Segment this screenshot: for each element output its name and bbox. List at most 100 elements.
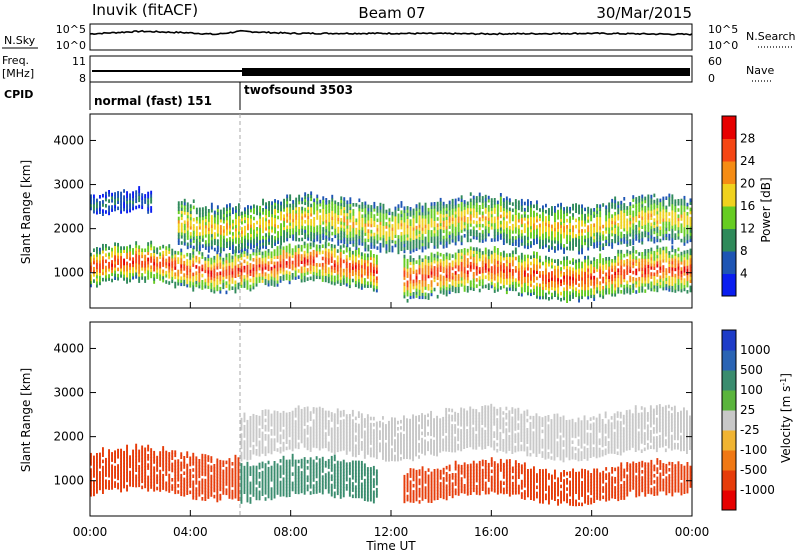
velocity-cell xyxy=(111,464,113,468)
power-cell xyxy=(545,280,547,284)
power-cell xyxy=(372,266,375,270)
power-cell xyxy=(265,217,267,222)
power-cell xyxy=(554,240,556,244)
power-cell xyxy=(445,231,448,236)
power-cell xyxy=(328,206,331,210)
power-cell xyxy=(451,272,454,277)
power-cell xyxy=(587,255,590,260)
power-cell xyxy=(400,222,403,227)
power-cell xyxy=(331,213,334,217)
power-cell xyxy=(366,272,369,276)
power-cell xyxy=(126,264,128,269)
power-cell xyxy=(454,264,457,269)
power-cell xyxy=(424,270,427,275)
power-cell xyxy=(421,208,424,213)
power-cell xyxy=(463,203,466,207)
power-cell xyxy=(327,261,330,265)
velocity-cell xyxy=(120,448,122,453)
power-cell xyxy=(545,292,547,297)
power-cell xyxy=(523,214,526,218)
power-cell xyxy=(295,225,298,229)
velocity-cell xyxy=(102,468,104,473)
velocity-cell xyxy=(201,463,204,467)
power-cell xyxy=(653,193,656,198)
power-cell xyxy=(539,242,541,246)
power-cell xyxy=(611,280,614,285)
power-cell xyxy=(222,263,225,268)
power-cell xyxy=(189,235,192,239)
power-cell xyxy=(545,277,547,281)
power-cell xyxy=(659,278,662,283)
power-cell xyxy=(349,240,352,245)
power-cell xyxy=(235,206,237,210)
power-cell xyxy=(460,261,463,266)
power-cell xyxy=(554,221,556,225)
power-cell xyxy=(463,257,466,261)
power-cell xyxy=(527,214,529,219)
velocity-cell xyxy=(186,472,189,477)
power-cell xyxy=(593,235,596,240)
power-cell xyxy=(117,206,119,211)
power-cell xyxy=(505,259,508,264)
power-cell xyxy=(259,215,261,219)
power-cell xyxy=(533,260,535,265)
power-cell xyxy=(505,287,508,291)
power-cell xyxy=(659,281,662,286)
power-cell xyxy=(508,238,511,242)
velocity-cell xyxy=(189,478,192,482)
power-cell xyxy=(198,272,201,277)
power-cell xyxy=(268,238,270,242)
power-cell xyxy=(415,207,418,211)
power-cell xyxy=(391,211,394,216)
power-cell xyxy=(460,229,463,233)
cpid-segment-2: twofsound 3503 xyxy=(244,83,353,97)
power-cell xyxy=(475,233,478,237)
power-cell xyxy=(219,290,222,294)
power-cell xyxy=(364,244,367,249)
power-cell xyxy=(343,237,346,241)
power-cell xyxy=(635,262,638,266)
power-cell xyxy=(683,236,686,240)
power-cell xyxy=(301,197,304,202)
power-cell xyxy=(180,216,183,221)
power-cell xyxy=(126,194,128,198)
power-cell xyxy=(147,210,150,214)
power-cell xyxy=(457,264,460,269)
power-cell xyxy=(505,236,508,241)
power-cell xyxy=(412,236,415,240)
power-cell xyxy=(180,257,183,262)
power-cell xyxy=(255,273,258,278)
power-cell xyxy=(102,256,104,260)
power-cell xyxy=(527,217,529,222)
power-cell xyxy=(249,256,252,261)
power-cell xyxy=(421,258,424,262)
power-cell xyxy=(147,245,150,249)
velocity-cell xyxy=(93,471,95,475)
power-cell xyxy=(466,238,469,243)
velocity-cell xyxy=(177,459,180,463)
power-cell xyxy=(436,241,439,246)
power-cell xyxy=(557,259,559,263)
power-cell xyxy=(545,255,547,260)
power-cell xyxy=(258,273,261,277)
power-cell xyxy=(297,253,300,258)
power-cell xyxy=(554,246,556,250)
power-cell xyxy=(418,239,421,244)
power-cell xyxy=(430,264,433,269)
power-cell xyxy=(277,206,279,210)
power-cell xyxy=(400,247,403,251)
power-cell xyxy=(310,194,313,198)
velocity-cell xyxy=(195,487,198,491)
power-cell xyxy=(644,224,647,228)
velocity-cell xyxy=(144,459,147,464)
power-cell xyxy=(403,234,406,238)
power-cell xyxy=(596,228,599,233)
power-cell xyxy=(276,270,279,275)
power-cell xyxy=(442,214,445,218)
power-cell xyxy=(647,270,650,275)
power-cell xyxy=(232,222,234,227)
power-cell xyxy=(590,242,593,246)
power-cell xyxy=(288,262,291,266)
power-cell xyxy=(307,215,310,220)
power-cell xyxy=(259,239,261,244)
